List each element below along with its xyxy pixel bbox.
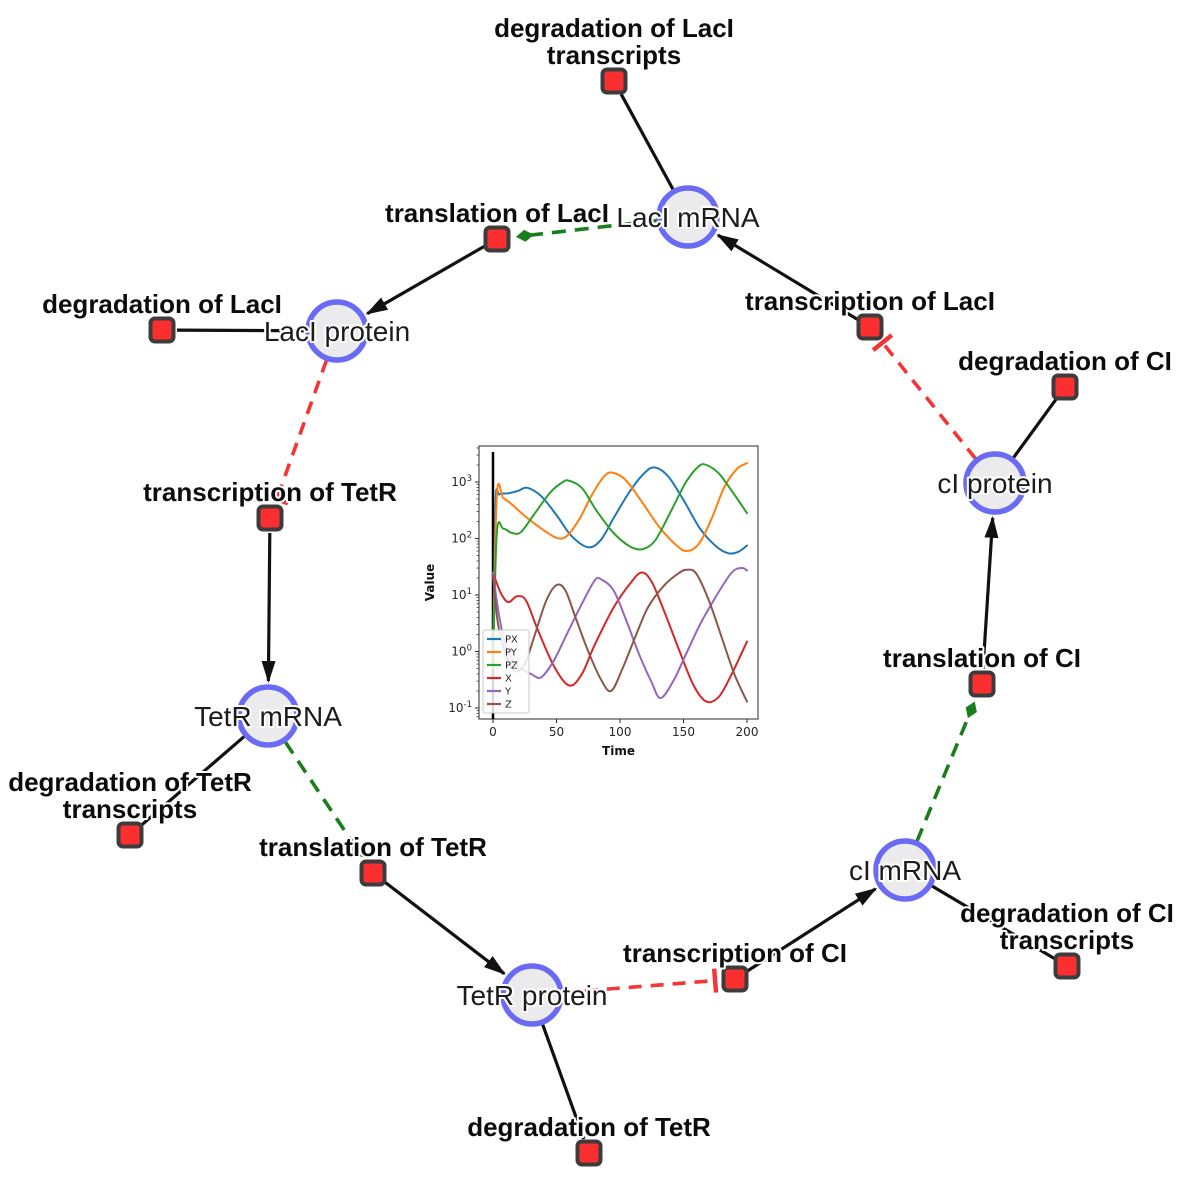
legend-label-PX: PX: [505, 635, 518, 646]
edge-consumption-ci-mrna-to-deg-ci-tx: [929, 883, 1055, 960]
reaction-node-deg-ci-tx[interactable]: [1053, 952, 1081, 980]
species-label-ci-mrna: cI mRNA: [849, 855, 961, 886]
x-tick-label: 50: [549, 725, 564, 739]
y-tick-label: 101: [451, 587, 472, 602]
reaction-label-deg-tetr-tx-line1: degradation of TetR: [8, 767, 252, 797]
species-label-laci-protein: LacI protein: [264, 316, 410, 347]
reaction-node-tc-tetr[interactable]: [256, 504, 284, 532]
species-node-tetr-mrna[interactable]: [236, 684, 300, 748]
x-tick-label: 0: [489, 725, 497, 739]
species-label-ci-protein: cI protein: [937, 468, 1052, 499]
reaction-label-deg-laci: degradation of LacI: [42, 289, 282, 319]
series-line-PY: [492, 462, 748, 670]
edge-production-tl-laci-to-laci-protein: [365, 245, 485, 315]
reaction-node-tl-ci[interactable]: [968, 670, 996, 698]
labels-layer: LacI mRNA LacI protein TetR mRNA TetR prote…: [6, 11, 1176, 1144]
reaction-node-deg-laci[interactable]: [148, 316, 176, 344]
edge-inhibition-ci-protein-to-tc-laci: [871, 333, 978, 460]
legend-label-X: X: [505, 674, 512, 685]
edge-production-tc-tetr-to-tetr-mrna: [261, 532, 276, 683]
reaction-node-tl-laci[interactable]: [483, 225, 511, 253]
reaction-label-tc-laci: transcription of LacI: [745, 286, 995, 316]
edge-consumption-tetr-protein-to-deg-tetr: [540, 1022, 586, 1140]
legend-label-PZ: PZ: [505, 661, 518, 672]
reaction-node-tl-tetr[interactable]: [359, 859, 387, 887]
nodes-layer: [116, 67, 1081, 1167]
legend-label-PY: PY: [505, 648, 518, 659]
edge-production-tc-laci-to-laci-mrna: [716, 233, 859, 321]
reaction-label-deg-ci-tx-line1: degradation of CI: [960, 898, 1174, 928]
y-tick-label: 100: [451, 644, 472, 659]
species-label-laci-mrna: LacI mRNA: [616, 202, 759, 233]
species-node-tetr-protein[interactable]: [500, 963, 564, 1027]
edge-consumption-laci-mrna-to-deg-laci-tx: [619, 93, 676, 192]
reaction-label-deg-tetr: degradation of TetR: [467, 1112, 711, 1142]
reaction-node-tc-laci[interactable]: [856, 313, 884, 341]
species-node-ci-mrna[interactable]: [873, 838, 937, 902]
chart-xlabel: Time: [602, 744, 635, 758]
species-node-laci-protein[interactable]: [305, 299, 369, 363]
y-tick-label: 102: [451, 531, 472, 546]
reaction-node-deg-laci-tx[interactable]: [600, 67, 628, 95]
species-node-laci-mrna[interactable]: [656, 185, 720, 249]
edge-inhibition-laci-protein-to-tc-tetr: [264, 359, 329, 506]
reaction-label-tl-ci: translation of CI: [883, 643, 1081, 673]
reaction-node-tc-ci[interactable]: [721, 965, 749, 993]
x-tick-label: 200: [736, 725, 759, 739]
series-line-PX: [492, 466, 748, 670]
reaction-label-deg-ci-tx-line2: transcripts: [1000, 925, 1134, 955]
edge-production-tl-tetr-to-tetr-protein: [383, 880, 506, 975]
edges-layer: [140, 93, 1058, 1140]
species-node-ci-protein[interactable]: [963, 451, 1027, 515]
edge-modifier-ci-mrna-to-tl-ci: [915, 701, 977, 843]
reaction-label-deg-tetr-tx-line2: transcripts: [63, 794, 197, 824]
edge-inhibition-tetr-protein-to-tc-ci: [562, 968, 719, 995]
chart-ylabel: Value: [423, 564, 437, 602]
edge-production-tl-ci-to-ci-protein: [981, 515, 999, 670]
x-tick-label: 100: [609, 725, 632, 739]
species-label-tetr-mrna: TetR mRNA: [194, 701, 342, 732]
reaction-node-deg-tetr-tx[interactable]: [116, 821, 144, 849]
edge-consumption-ci-protein-to-deg-ci: [1011, 398, 1058, 460]
edge-production-tc-ci-to-ci-mrna: [746, 887, 878, 973]
legend-label-Z: Z: [505, 700, 512, 711]
edge-consumption-tetr-mrna-to-deg-tetr-tx: [140, 734, 247, 827]
reaction-label-tc-tetr: transcription of TetR: [143, 477, 397, 507]
legend-box: [482, 629, 530, 714]
edge-consumption-laci-protein-to-deg-laci: [176, 328, 308, 333]
reaction-node-deg-ci[interactable]: [1051, 373, 1079, 401]
series-line-PZ: [492, 463, 748, 670]
reaction-label-deg-laci-tx-line1: degradation of LacI: [494, 13, 734, 43]
legend-label-Y: Y: [504, 687, 512, 698]
y-tick-label: 103: [451, 474, 472, 489]
reaction-label-tl-tetr: translation of TetR: [259, 832, 487, 862]
x-tick-label: 150: [672, 725, 695, 739]
series-line-X: [492, 571, 748, 704]
reaction-label-deg-laci-tx-line2: transcripts: [547, 40, 681, 70]
timeseries-inset-chart: 0 50 100 150 200 10-1 100 101 102 103 Time Value PX P…: [423, 434, 773, 759]
edge-modifier-laci-mrna-to-tl-laci: [515, 218, 658, 242]
reaction-label-tl-laci: translation of LacI: [385, 198, 609, 228]
reaction-label-tc-ci: transcription of CI: [623, 938, 847, 968]
reaction-label-deg-ci: degradation of CI: [958, 346, 1172, 376]
reaction-node-deg-tetr[interactable]: [575, 1139, 603, 1167]
y-tick-label: 10-1: [448, 700, 472, 715]
species-label-tetr-protein: TetR protein: [457, 980, 608, 1011]
